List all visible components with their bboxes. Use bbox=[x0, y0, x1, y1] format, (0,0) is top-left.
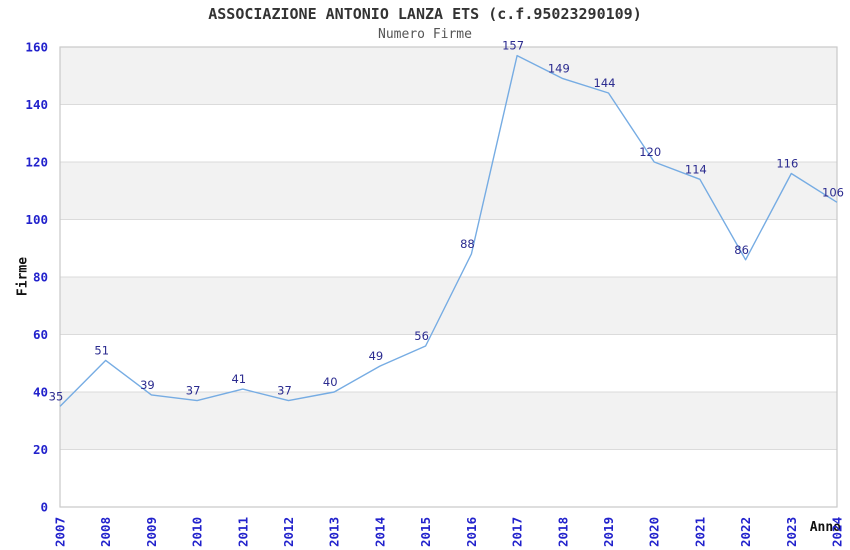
data-line-numero-firme bbox=[59, 54, 838, 407]
x-tick-label: 2024 bbox=[830, 517, 845, 547]
grid-band bbox=[60, 277, 837, 335]
x-tick-label: 2012 bbox=[281, 517, 296, 547]
x-tick-label: 2022 bbox=[738, 517, 753, 547]
x-tick-label: 2018 bbox=[555, 517, 570, 547]
data-point-label: 49 bbox=[369, 349, 384, 363]
data-point-label: 39 bbox=[140, 378, 155, 392]
data-point-label: 116 bbox=[776, 157, 798, 171]
y-tick-label: 140 bbox=[25, 97, 48, 112]
x-tick-label: 2023 bbox=[784, 517, 799, 547]
x-tick-label: 2008 bbox=[98, 517, 113, 547]
x-tick-label: 2020 bbox=[647, 517, 662, 547]
grid-band bbox=[60, 162, 837, 220]
y-tick-label: 60 bbox=[33, 327, 48, 342]
plot-area-border bbox=[59, 46, 838, 508]
y-tick-label: 0 bbox=[40, 500, 48, 515]
data-point-label: 37 bbox=[186, 384, 201, 398]
data-point-label: 88 bbox=[460, 237, 475, 251]
x-tick-label: 2010 bbox=[190, 517, 205, 547]
y-tick-label: 20 bbox=[33, 442, 48, 457]
x-tick-label: 2016 bbox=[464, 517, 479, 547]
y-tick-label: 120 bbox=[25, 155, 48, 170]
data-point-label: 120 bbox=[639, 145, 661, 159]
x-tick-label: 2014 bbox=[372, 517, 387, 547]
grid-band bbox=[60, 47, 837, 105]
x-tick-label: 2015 bbox=[418, 517, 433, 547]
data-point-label: 51 bbox=[94, 343, 109, 357]
x-tick-label: 2007 bbox=[53, 517, 68, 547]
data-point-label: 106 bbox=[822, 185, 844, 199]
data-point-label: 56 bbox=[414, 329, 429, 343]
x-tick-label: 2019 bbox=[601, 517, 616, 547]
chart-subtitle: Numero Firme bbox=[378, 27, 472, 42]
x-axis-label: Anno bbox=[809, 520, 841, 535]
grid-band bbox=[60, 392, 837, 450]
data-point-label: 149 bbox=[548, 62, 570, 76]
data-point-label: 40 bbox=[323, 375, 338, 389]
data-point-label: 86 bbox=[734, 243, 749, 257]
data-point-label: 41 bbox=[231, 372, 246, 386]
x-tick-label: 2017 bbox=[510, 517, 525, 547]
data-point-label: 37 bbox=[277, 384, 292, 398]
data-point-label: 114 bbox=[685, 162, 707, 176]
y-tick-label: 40 bbox=[33, 385, 48, 400]
y-tick-label: 80 bbox=[33, 270, 48, 285]
y-tick-label: 100 bbox=[25, 212, 48, 227]
chart-title: ASSOCIAZIONE ANTONIO LANZA ETS (c.f.9502… bbox=[208, 5, 642, 23]
data-point-label: 35 bbox=[49, 389, 64, 403]
x-tick-label: 2011 bbox=[235, 517, 250, 547]
x-tick-label: 2013 bbox=[327, 517, 342, 547]
x-tick-label: 2009 bbox=[144, 517, 159, 547]
x-tick-label: 2021 bbox=[692, 517, 707, 547]
y-tick-label: 160 bbox=[25, 40, 48, 55]
data-point-label: 157 bbox=[502, 39, 524, 53]
data-point-label: 144 bbox=[594, 76, 616, 90]
